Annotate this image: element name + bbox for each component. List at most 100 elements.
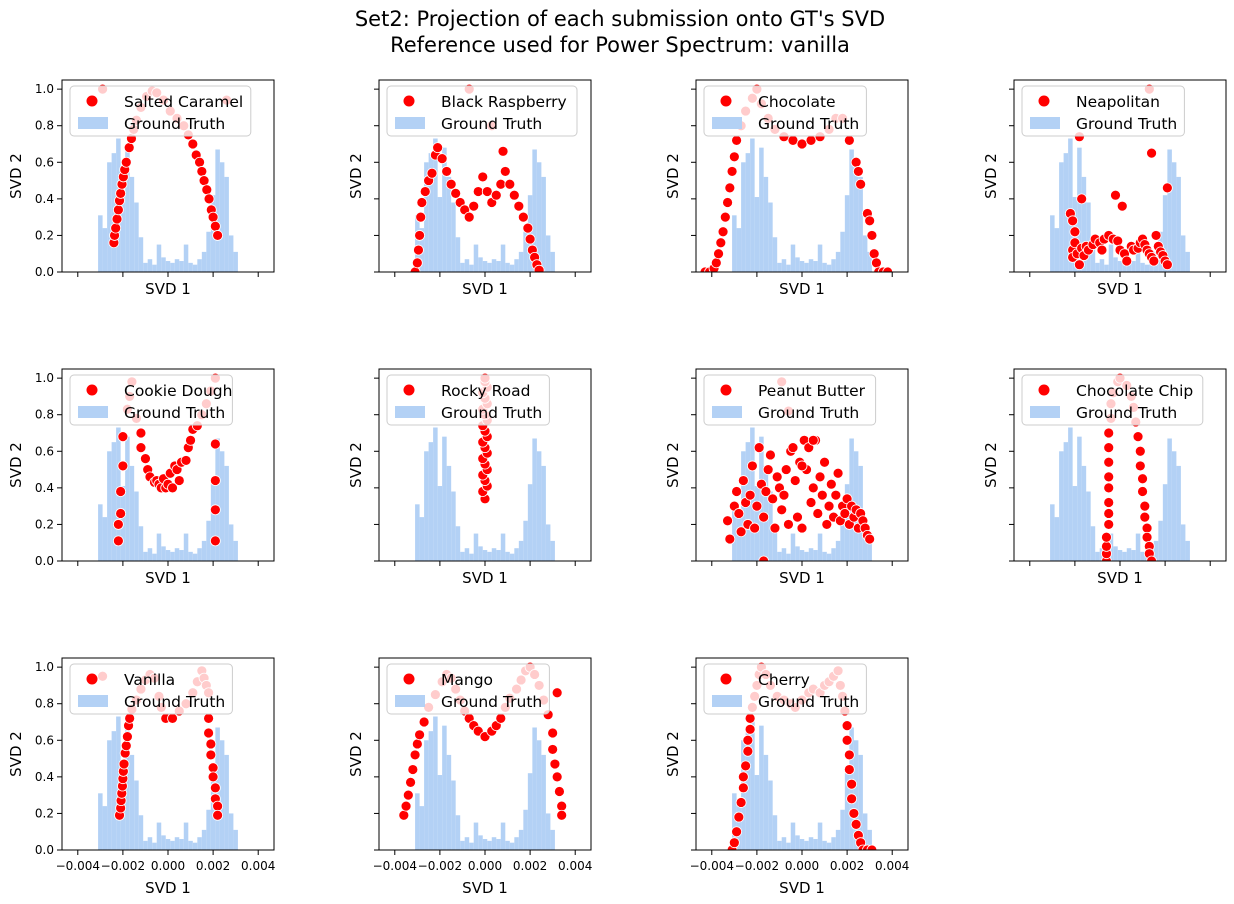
ground-truth-bar [505, 262, 510, 272]
ground-truth-bar [451, 202, 456, 272]
data-point [807, 434, 819, 446]
ground-truth-bar [754, 197, 760, 272]
ground-truth-bar [858, 176, 863, 272]
data-point [209, 782, 221, 794]
data-point [187, 138, 199, 150]
ground-truth-bar [224, 465, 229, 561]
subplot-chocolate: SVD 1 SVD 2 Chocolate Ground Truth [664, 79, 909, 298]
ground-truth-bar [455, 815, 461, 850]
ground-truth-bar [111, 442, 117, 561]
ground-truth-bar [1122, 551, 1127, 561]
legend-label-ground-truth: Ground Truth [1076, 115, 1177, 133]
ground-truth-bar [224, 176, 229, 272]
ground-truth-bar [518, 540, 524, 561]
subplot-mango: −0.004 −0.002 0.000 0.002 0.004 SVD 1 SVD 2 Man… [347, 657, 592, 897]
ground-truth-bar [550, 540, 555, 561]
data-point [816, 489, 828, 501]
ground-truth-bar [772, 815, 778, 850]
ground-truth-bar [1072, 486, 1078, 561]
data-point [522, 222, 534, 234]
ground-truth-bar [1054, 228, 1060, 272]
legend-box [386, 663, 550, 715]
ground-truth-bar [446, 465, 452, 561]
data-point [400, 800, 412, 812]
ground-truth-bar [228, 524, 234, 561]
ground-truth-bar [473, 244, 479, 272]
legend-label-ground-truth: Ground Truth [124, 404, 225, 422]
ground-truth-bar [460, 840, 465, 850]
data-point [805, 134, 817, 146]
data-point [203, 712, 214, 724]
ground-truth-bar [813, 261, 818, 272]
data-point [416, 197, 428, 208]
x-axis-label: SVD 1 [1097, 569, 1143, 587]
data-point [508, 189, 520, 201]
data-point [1074, 259, 1085, 271]
legend-label-submission: Cookie Dough [124, 382, 232, 400]
ground-truth-bar [759, 725, 764, 850]
data-point [556, 800, 568, 812]
ground-truth-bar [201, 251, 207, 272]
legend-marker-submission [403, 384, 415, 396]
ground-truth-bar [197, 548, 202, 561]
legend: Mango Ground Truth [386, 663, 550, 715]
ground-truth-bar [754, 775, 760, 850]
y-tick-label: 0.2 [35, 806, 54, 820]
data-point [209, 535, 221, 547]
ground-truth-bar [219, 451, 225, 561]
ground-truth-bar [188, 262, 193, 272]
ground-truth-bar [138, 815, 144, 850]
y-tick-label: 0.6 [35, 155, 54, 169]
data-point [841, 734, 853, 746]
data-point [524, 233, 536, 245]
data-point [846, 793, 858, 805]
ground-truth-bar [777, 262, 782, 272]
ground-truth-bar [224, 754, 229, 850]
legend-label-ground-truth: Ground Truth [441, 693, 542, 711]
data-point [1121, 255, 1133, 267]
legend-marker-submission [1038, 95, 1050, 107]
data-point [1137, 473, 1148, 485]
x-axis-label: SVD 1 [462, 280, 508, 298]
data-point [731, 826, 742, 838]
subplot-black-raspberry: SVD 1 SVD 2 Black Raspberry Ground Truth [347, 79, 592, 298]
data-point [796, 460, 808, 472]
x-axis-label: SVD 1 [145, 280, 191, 298]
data-point [472, 186, 484, 197]
y-tick-label: 0.8 [35, 119, 54, 133]
ground-truth-bar [1122, 262, 1127, 272]
ground-truth-bar [415, 215, 420, 272]
ground-truth-bar [143, 840, 148, 850]
legend-marker-submission [720, 673, 732, 685]
ground-truth-bar [147, 548, 153, 561]
ground-truth-bar [514, 548, 519, 561]
legend-box [1021, 85, 1185, 137]
ground-truth-bar [808, 837, 814, 850]
data-point [735, 797, 747, 808]
ground-truth-bar [514, 259, 519, 272]
ground-truth-bar [442, 436, 447, 561]
data-point [1137, 486, 1148, 497]
ground-truth-bar [500, 822, 506, 850]
y-axis-label: SVD 2 [347, 153, 365, 199]
data-point [843, 764, 855, 775]
data-point [866, 230, 878, 241]
ground-truth-bar [129, 176, 135, 272]
y-axis-label: SVD 2 [982, 153, 1000, 199]
data-point [848, 808, 860, 819]
data-point [825, 478, 837, 490]
x-axis-label: SVD 1 [779, 569, 825, 587]
legend-label-submission: Chocolate [758, 93, 836, 111]
ground-truth-bar [147, 837, 153, 850]
ground-truth-bar [799, 839, 805, 850]
legend-box [703, 374, 877, 426]
ground-truth-bar [1185, 540, 1190, 561]
ground-truth-bar [790, 822, 796, 850]
data-point [839, 508, 851, 519]
data-point [120, 156, 132, 168]
ground-truth-bar [455, 526, 461, 561]
data-point [468, 200, 480, 212]
ground-truth-bar [197, 837, 202, 850]
x-tick-label: 0.002 [196, 859, 230, 873]
